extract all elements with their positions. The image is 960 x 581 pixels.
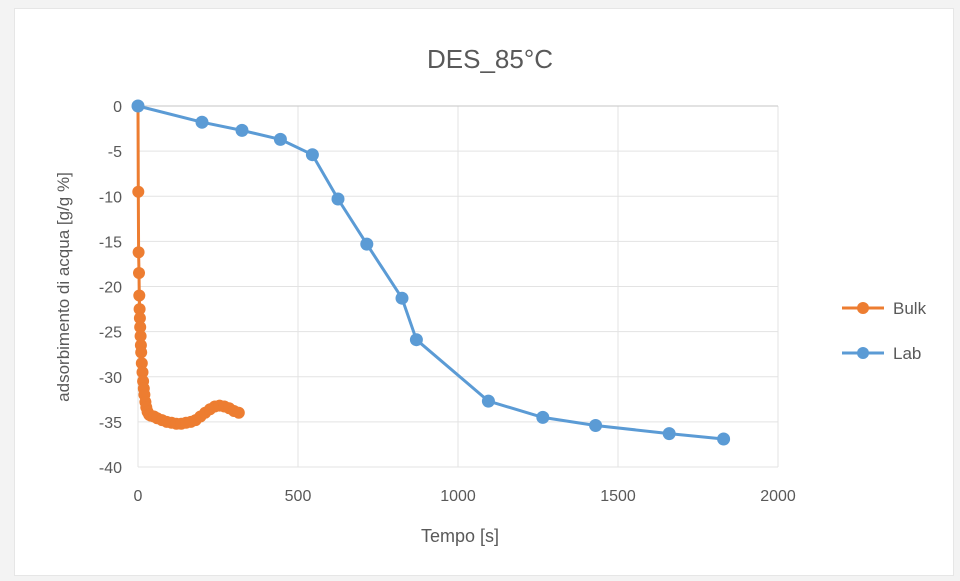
data-point-lab [235, 123, 249, 137]
x-tick-label: 500 [285, 488, 312, 505]
data-point-bulk [133, 312, 146, 325]
data-point-lab [589, 419, 603, 432]
y-tick-label: -15 [99, 234, 122, 251]
data-point-bulk [132, 185, 145, 198]
data-point-lab [662, 427, 676, 441]
data-point-lab [331, 192, 345, 206]
data-point-lab [195, 115, 209, 129]
x-tick-label: 0 [134, 488, 143, 505]
legend-label-bulk: Bulk [893, 299, 927, 318]
data-point-bulk [135, 346, 148, 359]
x-tick-label: 1500 [600, 488, 636, 505]
legend-marker-bulk [857, 302, 869, 314]
data-point-bulk [134, 330, 147, 343]
series-line-bulk [136, 105, 240, 426]
series-line-lab [137, 104, 724, 441]
y-tick-label: -30 [99, 370, 122, 387]
x-axis-title: Tempo [s] [421, 526, 499, 546]
data-point-lab [409, 333, 423, 347]
series-layer [131, 99, 731, 446]
data-point-bulk [232, 406, 245, 419]
legend: Bulk Lab [842, 299, 927, 363]
legend-label-lab: Lab [893, 344, 921, 363]
data-point-bulk [132, 246, 145, 259]
chart-area [14, 8, 954, 576]
series-lab [131, 99, 731, 446]
data-point-bulk [133, 267, 145, 279]
data-point-lab [395, 291, 409, 305]
y-tick-label: -35 [99, 415, 122, 432]
y-tick-label: -5 [108, 144, 122, 161]
data-point-lab [360, 237, 374, 251]
data-point-lab [481, 394, 495, 408]
y-axis-title: adsorbimento di acqua [g/g %] [54, 172, 73, 402]
data-point-bulk [134, 321, 147, 334]
data-point-lab [273, 132, 287, 146]
data-point-lab [305, 148, 319, 162]
data-point-bulk [136, 366, 149, 379]
data-point-lab [131, 99, 145, 113]
data-point-bulk [135, 357, 148, 370]
y-tick-label: -20 [99, 280, 122, 297]
data-point-bulk [133, 289, 146, 302]
y-tick-label: 0 [113, 99, 122, 116]
data-point-lab [536, 410, 550, 424]
chart-title: DES_85°C [427, 44, 553, 74]
tick-labels: 0 -5 -10 -15 -20 -25 -30 -35 -40 0 500 1000 1500 2000 [99, 99, 796, 505]
data-point-bulk [133, 303, 146, 316]
series-bulk [132, 100, 245, 430]
x-tick-label: 1000 [440, 488, 476, 505]
y-tick-label: -25 [99, 325, 122, 342]
y-tick-label: -40 [99, 460, 122, 477]
legend-marker-lab [857, 347, 869, 359]
y-tick-label: -10 [99, 189, 122, 206]
x-tick-label: 2000 [760, 488, 796, 505]
legend-item-bulk: Bulk [842, 299, 927, 318]
legend-item-lab: Lab [842, 344, 921, 363]
data-point-lab [717, 432, 731, 446]
